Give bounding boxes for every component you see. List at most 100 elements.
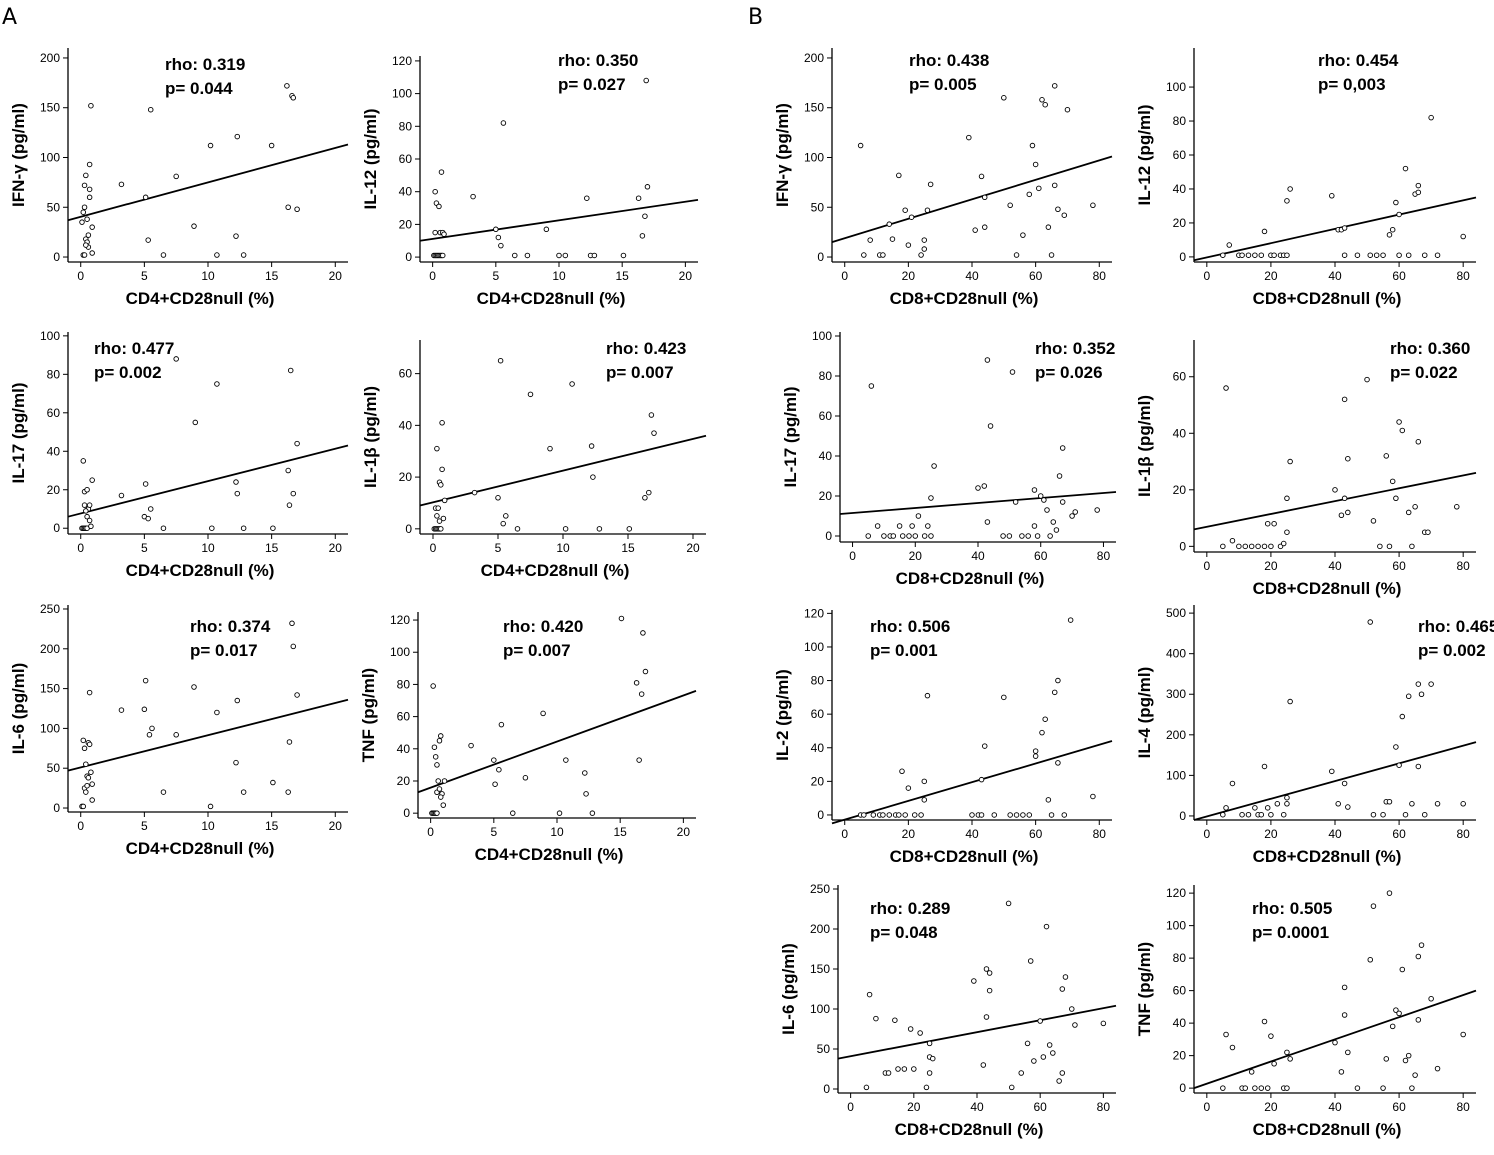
data-point bbox=[436, 786, 443, 792]
data-point bbox=[207, 803, 214, 810]
data-point bbox=[470, 193, 476, 200]
data-point bbox=[83, 789, 89, 795]
data-point bbox=[886, 812, 893, 818]
data-point bbox=[1264, 520, 1271, 527]
x-tick-label: 20 bbox=[679, 269, 693, 283]
data-point bbox=[890, 533, 897, 539]
x-axis-title: CD4+CD28null (%) bbox=[477, 289, 626, 308]
y-axis-title: IL-1β (pg/ml) bbox=[1135, 395, 1154, 497]
x-tick-label: 60 bbox=[1392, 269, 1406, 283]
data-point bbox=[284, 83, 290, 89]
y-tick-label: 150 bbox=[804, 101, 824, 115]
data-point bbox=[921, 533, 928, 539]
y-tick-label: 60 bbox=[811, 707, 825, 721]
data-point bbox=[1031, 1058, 1037, 1064]
data-point bbox=[892, 1017, 898, 1023]
data-point bbox=[986, 970, 993, 976]
data-point bbox=[909, 523, 915, 529]
p-value-label: p= 0.001 bbox=[870, 641, 938, 660]
data-point bbox=[1037, 493, 1044, 499]
y-tick-label: 80 bbox=[47, 367, 61, 381]
data-point bbox=[514, 526, 521, 532]
y-tick-label: 200 bbox=[810, 922, 830, 936]
y-tick-label: 100 bbox=[390, 645, 410, 659]
y-tick-label: 60 bbox=[819, 409, 833, 423]
data-point bbox=[924, 692, 931, 699]
y-tick-label: 60 bbox=[397, 710, 411, 724]
y-tick-label: 40 bbox=[1173, 1016, 1187, 1030]
x-tick-label: 20 bbox=[329, 269, 343, 283]
data-point bbox=[173, 356, 179, 362]
data-point bbox=[1345, 804, 1351, 810]
x-tick-label: 40 bbox=[965, 269, 979, 283]
rho-label: rho: 0.423 bbox=[606, 339, 686, 358]
data-point bbox=[207, 142, 214, 149]
data-point bbox=[540, 710, 546, 717]
regression-line bbox=[1193, 741, 1477, 821]
data-point bbox=[1059, 986, 1066, 992]
x-tick-label: 20 bbox=[1264, 827, 1278, 841]
data-point bbox=[118, 707, 125, 713]
data-point bbox=[640, 630, 646, 636]
data-point bbox=[1341, 1012, 1348, 1018]
y-tick-label: 0 bbox=[817, 250, 824, 264]
regression-line bbox=[67, 698, 349, 772]
data-point bbox=[1402, 811, 1409, 818]
x-tick-label: 40 bbox=[1328, 559, 1342, 573]
data-point bbox=[1040, 1054, 1047, 1060]
data-point bbox=[285, 204, 291, 211]
data-point bbox=[1005, 900, 1012, 907]
x-tick-label: 20 bbox=[909, 549, 923, 563]
data-point bbox=[1020, 232, 1026, 238]
x-tick-label: 40 bbox=[965, 827, 979, 841]
p-value-label: p= 0.007 bbox=[606, 363, 674, 382]
data-point bbox=[1044, 507, 1050, 513]
data-point bbox=[1031, 487, 1038, 493]
data-point bbox=[438, 482, 444, 488]
data-point bbox=[648, 412, 655, 418]
x-tick-label: 80 bbox=[1097, 1100, 1111, 1114]
data-point bbox=[1255, 543, 1261, 550]
x-axis-title: CD8+CD28null (%) bbox=[1253, 1120, 1402, 1139]
y-tick-label: 80 bbox=[1173, 114, 1187, 128]
y-tick-label: 0 bbox=[1179, 539, 1186, 553]
data-point bbox=[522, 775, 529, 781]
data-point bbox=[1284, 801, 1290, 807]
regression-line bbox=[419, 198, 699, 242]
data-point bbox=[192, 419, 199, 426]
y-tick-label: 20 bbox=[1173, 1049, 1187, 1063]
x-tick-label: 0 bbox=[1203, 559, 1210, 573]
data-point bbox=[981, 224, 988, 230]
y-tick-label: 150 bbox=[810, 962, 830, 976]
data-point bbox=[1024, 1040, 1031, 1047]
data-point bbox=[1064, 106, 1071, 113]
data-point bbox=[434, 445, 440, 452]
data-point bbox=[1367, 619, 1373, 625]
data-point bbox=[1020, 812, 1026, 818]
data-point bbox=[496, 766, 502, 773]
data-point bbox=[1012, 499, 1019, 505]
rho-label: rho: 0.420 bbox=[503, 617, 583, 636]
data-point bbox=[145, 515, 151, 522]
data-point bbox=[918, 812, 924, 818]
data-point bbox=[896, 523, 903, 529]
data-point bbox=[868, 383, 875, 389]
x-tick-label: 20 bbox=[677, 825, 691, 839]
regression-line bbox=[419, 434, 707, 507]
data-point bbox=[1271, 1060, 1277, 1067]
data-point bbox=[510, 810, 516, 816]
y-tick-label: 300 bbox=[1166, 687, 1186, 701]
x-tick-label: 15 bbox=[616, 269, 630, 283]
data-point bbox=[1389, 226, 1396, 233]
x-axis-title: CD8+CD28null (%) bbox=[895, 1120, 1044, 1139]
data-point bbox=[1338, 512, 1345, 519]
data-point bbox=[118, 181, 125, 188]
panel-label-a: A bbox=[2, 5, 17, 30]
data-point bbox=[885, 1070, 892, 1076]
y-tick-label: 40 bbox=[819, 449, 833, 463]
data-point bbox=[1007, 812, 1013, 818]
data-point bbox=[1053, 527, 1060, 533]
data-point bbox=[1055, 677, 1061, 684]
data-point bbox=[290, 95, 297, 101]
